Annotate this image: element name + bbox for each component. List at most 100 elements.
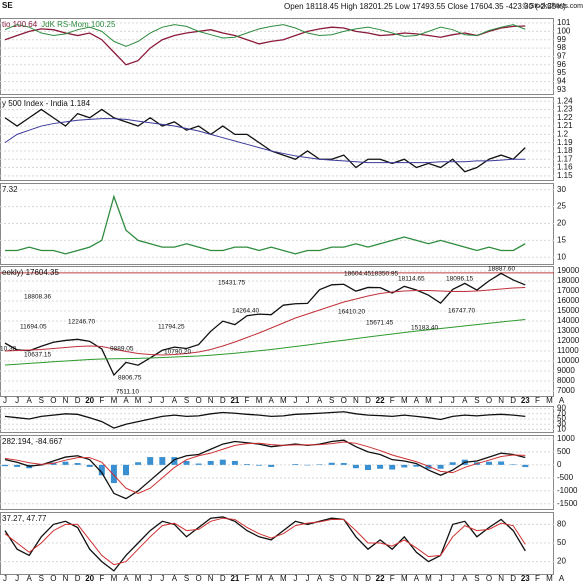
histogram-bar bbox=[401, 464, 408, 468]
x-tick-label: M bbox=[546, 574, 553, 583]
x-tick-label: J bbox=[15, 574, 19, 583]
histogram-bar bbox=[340, 463, 347, 465]
price-annotation: 18114.65 bbox=[398, 276, 425, 283]
y-tick-label: 16000 bbox=[557, 296, 580, 305]
histogram-bar bbox=[98, 464, 105, 476]
histogram-bar bbox=[207, 460, 214, 465]
legend-text: 282.194, -84.667 bbox=[2, 437, 63, 446]
plot bbox=[5, 194, 526, 255]
histogram-bar bbox=[14, 464, 21, 467]
x-tick-label: A bbox=[559, 396, 565, 405]
x-tick-label: A bbox=[414, 574, 420, 583]
histogram-bar bbox=[195, 463, 202, 465]
x-tick-label: F bbox=[245, 574, 250, 583]
price-annotation: 14264.40 bbox=[232, 308, 259, 315]
price-annotation: 11794.25 bbox=[158, 324, 185, 331]
x-tick-label: D bbox=[220, 574, 226, 583]
y-tick-label: 10 bbox=[557, 252, 566, 261]
price-annotation: 18096.15 bbox=[446, 276, 473, 283]
x-tick-label: 22 bbox=[376, 574, 385, 583]
series-line bbox=[5, 194, 526, 255]
x-tick-label: S bbox=[184, 396, 189, 405]
x-tick-label: J bbox=[3, 574, 7, 583]
y-tick-label: 13000 bbox=[557, 326, 580, 335]
x-tick-label: F bbox=[245, 396, 250, 405]
x-tick-label: A bbox=[317, 396, 323, 405]
legend-entry: y 500 Index - India 1.184 bbox=[2, 99, 91, 108]
histogram-bar bbox=[219, 459, 226, 465]
x-tick-label: M bbox=[135, 396, 142, 405]
x-tick-label: S bbox=[329, 574, 334, 583]
price-annotation: 12246.70 bbox=[68, 319, 95, 326]
x-tick-label: A bbox=[462, 574, 468, 583]
y-tick-label: 100 bbox=[557, 26, 571, 35]
y-tick-label: 1.19 bbox=[557, 138, 573, 147]
x-tick-label: F bbox=[390, 574, 395, 583]
y-tick-label: 1.16 bbox=[557, 163, 573, 172]
series-line bbox=[4, 517, 526, 566]
series-line bbox=[4, 24, 526, 47]
x-tick-label: N bbox=[498, 574, 504, 583]
series-line bbox=[4, 25, 526, 66]
x-tick-label: O bbox=[341, 396, 347, 405]
price-annotation: 8806.75 bbox=[118, 375, 142, 382]
y-tick-label: 10 bbox=[557, 425, 566, 434]
y-tick-label: -500 bbox=[557, 473, 574, 482]
x-tick-label: M bbox=[256, 396, 263, 405]
x-tick-label: N bbox=[208, 396, 214, 405]
x-tick-label: A bbox=[559, 574, 565, 583]
y-tick-label: 9000 bbox=[557, 366, 575, 375]
legend-text: 37.27, 47.77 bbox=[2, 514, 47, 523]
y-tick-label: 11000 bbox=[557, 346, 579, 355]
y-tick-label: 1.17 bbox=[557, 154, 573, 163]
x-tick-label: A bbox=[414, 396, 420, 405]
y-tick-label: 500 bbox=[557, 447, 571, 456]
x-tick-label: A bbox=[172, 574, 178, 583]
price-annotation: 10.30 bbox=[0, 346, 17, 353]
x-tick-label: A bbox=[317, 574, 323, 583]
price-annotation: 10637.15 bbox=[24, 352, 51, 359]
y-tick-label: 70 bbox=[557, 409, 566, 418]
y-tick-label: 14000 bbox=[557, 316, 580, 325]
x-tick-label: J bbox=[439, 574, 443, 583]
x-tick-label: M bbox=[425, 396, 432, 405]
x-tick-label: M bbox=[111, 574, 118, 583]
histogram-bar bbox=[449, 462, 456, 465]
legend-entry: JdK RS-Mom 100.25 bbox=[41, 20, 116, 29]
x-tick-label: M bbox=[401, 574, 408, 583]
y-tick-label: 101 bbox=[557, 18, 571, 27]
x-tick-label: N bbox=[63, 574, 69, 583]
x-tick-label: O bbox=[50, 574, 56, 583]
histogram-bar bbox=[123, 464, 129, 476]
x-tick-label: 20 bbox=[85, 396, 94, 405]
y-tick-label: 99 bbox=[557, 35, 566, 44]
x-tick-label: F bbox=[535, 396, 540, 405]
x-tick-label: M bbox=[111, 396, 118, 405]
y-tick-label: 96 bbox=[557, 60, 566, 69]
x-tick-label: M bbox=[401, 396, 408, 405]
histogram-bar bbox=[425, 464, 432, 469]
x-tick-label: A bbox=[172, 396, 178, 405]
x-tick-label: J bbox=[160, 396, 164, 405]
plot bbox=[2, 439, 529, 500]
x-tick-label: D bbox=[365, 396, 371, 405]
y-tick-label: 25 bbox=[557, 202, 566, 211]
y-tick-label: 30 bbox=[557, 185, 566, 194]
plot bbox=[4, 24, 526, 66]
x-tick-label: S bbox=[39, 574, 44, 583]
y-tick-label: 1.18 bbox=[557, 146, 573, 155]
y-tick-label: 15 bbox=[557, 235, 566, 244]
y-tick-label: 12000 bbox=[557, 336, 580, 345]
x-tick-label: S bbox=[329, 396, 334, 405]
y-tick-label: 98 bbox=[557, 43, 566, 52]
histogram-bar bbox=[328, 462, 335, 465]
histogram-bar bbox=[171, 457, 178, 465]
x-tick-label: A bbox=[123, 396, 129, 405]
x-tick-label: J bbox=[148, 396, 152, 405]
price-annotation: 18604.45 bbox=[344, 271, 371, 278]
y-tick-label: 95 bbox=[557, 68, 566, 77]
histogram-bar bbox=[147, 457, 154, 465]
legend-text: 7.32 bbox=[2, 185, 18, 194]
y-tick-label: 19000 bbox=[557, 266, 580, 275]
